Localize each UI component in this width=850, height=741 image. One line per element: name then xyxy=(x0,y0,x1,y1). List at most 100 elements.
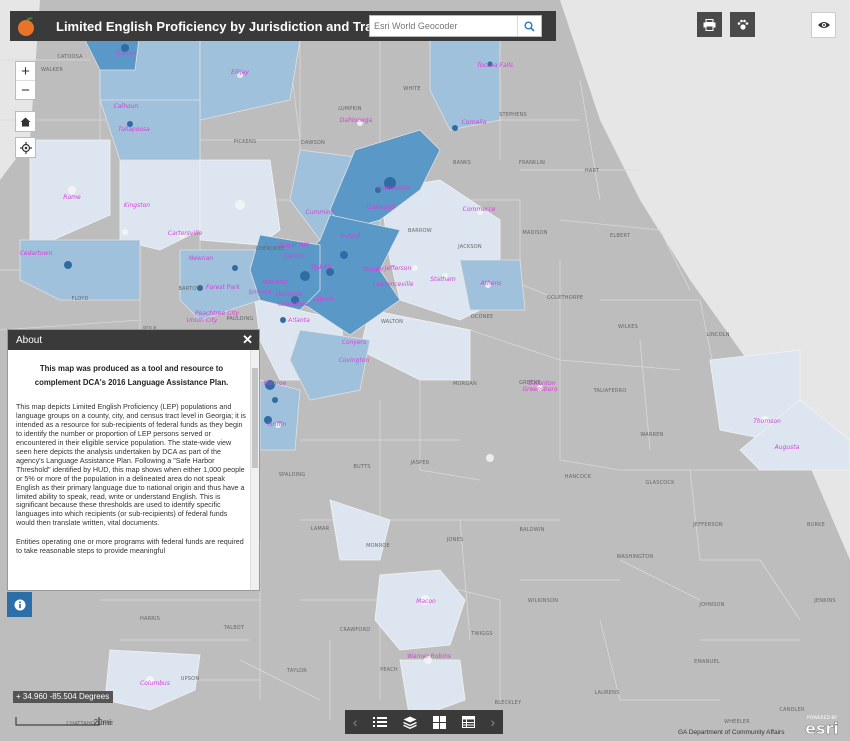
city-label: Marietta xyxy=(262,279,287,286)
county-label: MADISON xyxy=(522,230,547,236)
scale-bar: 20mi xyxy=(15,713,115,727)
county-label: CANDLER xyxy=(779,707,805,713)
app-title: Limited English Proficiency by Jurisdict… xyxy=(56,18,384,34)
city-label: Smyrna xyxy=(248,289,271,296)
county-label: HART xyxy=(585,168,600,174)
paw-icon xyxy=(737,19,748,30)
search-box xyxy=(369,15,542,37)
city-label: Chamblee xyxy=(278,301,309,308)
city-label: Tallapoosa xyxy=(118,126,150,133)
city-label: Columbus xyxy=(140,680,170,687)
county-label: UPSON xyxy=(181,676,200,682)
visibility-toggle-button[interactable] xyxy=(811,12,836,38)
eye-icon xyxy=(817,22,830,28)
county-label: PEACH xyxy=(380,667,398,673)
about-panel-title: About xyxy=(16,334,43,346)
county-label: ELBERT xyxy=(610,233,631,239)
print-button[interactable] xyxy=(697,12,722,37)
city-label: Monroe xyxy=(264,380,287,387)
county-label: WALKER xyxy=(41,67,63,73)
about-scrollbar[interactable] xyxy=(250,350,259,590)
county-label: JASPER xyxy=(410,460,430,466)
city-label: Lawrenceville xyxy=(372,281,413,288)
county-label: BURKE xyxy=(807,522,825,528)
about-panel-body[interactable]: This map was produced as a tool and reso… xyxy=(8,350,251,590)
county-label: WHITE xyxy=(403,86,420,92)
county-label: WILKINSON xyxy=(528,598,558,604)
scrollbar-thumb[interactable] xyxy=(252,368,258,468)
county-label: TALBOT xyxy=(223,625,245,631)
city-label: Gainesville xyxy=(378,185,411,192)
county-label: CATOOSA xyxy=(57,54,83,60)
search-input[interactable] xyxy=(370,16,518,36)
city-label: Jefferson xyxy=(384,265,412,272)
city-label: Rome xyxy=(63,194,81,201)
about-panel: About ✕ This map was produced as a tool … xyxy=(7,329,260,591)
about-heading: This map was produced as a tool and reso… xyxy=(34,364,229,387)
city-label: Doraville xyxy=(276,291,303,298)
city-label: Oakwood xyxy=(367,204,395,211)
search-button[interactable] xyxy=(517,16,541,36)
layers-button[interactable] xyxy=(730,12,755,37)
city-label: Lilburn xyxy=(313,296,334,303)
city-label: Toccoa Falls xyxy=(477,62,513,69)
legend-list-icon[interactable] xyxy=(373,716,388,728)
city-label: Kingston xyxy=(124,202,150,209)
city-label: Conyers xyxy=(342,339,367,346)
city-label: Forest Park xyxy=(206,284,240,291)
locate-button[interactable] xyxy=(15,137,36,158)
county-label: HARRIS xyxy=(140,616,160,622)
county-label: MONROE xyxy=(366,543,390,549)
zoom-in-button[interactable]: + xyxy=(16,62,35,81)
close-icon[interactable]: ✕ xyxy=(242,332,253,347)
county-label: TAYLOR xyxy=(286,668,307,674)
county-label: SPALDING xyxy=(279,472,306,478)
esri-wordmark: esri xyxy=(805,719,839,737)
county-label: BARROW xyxy=(408,228,432,234)
layers-icon[interactable] xyxy=(403,716,417,729)
county-label: CHEROKEE xyxy=(255,246,284,252)
esri-powered-by: POWERED BY xyxy=(807,715,837,721)
city-label: Newnan xyxy=(189,255,214,262)
coordinate-toggle[interactable]: + xyxy=(16,692,21,701)
county-label: WASHINGTON xyxy=(617,554,654,560)
basemap-gallery-icon[interactable] xyxy=(432,715,446,729)
about-paragraph: Entities operating one or more programs … xyxy=(16,537,244,556)
county-label: WALTON xyxy=(381,319,403,325)
county-label: STEPHENS xyxy=(499,112,527,118)
next-button[interactable]: › xyxy=(490,714,496,730)
coordinate-text: 34.960 -85.504 Degrees xyxy=(22,692,110,701)
county-label: OGLETHORPE xyxy=(547,295,583,301)
county-label: DAWSON xyxy=(301,140,325,146)
county-label: JACKSON xyxy=(457,244,482,250)
county-label: JOHNSON xyxy=(698,602,724,608)
city-label: Warner Robins xyxy=(407,653,451,660)
city-label: Greensboro xyxy=(522,386,557,393)
county-label: WILKES xyxy=(618,324,638,330)
county-label: GREENE xyxy=(519,380,541,386)
county-label: BARTOW xyxy=(178,286,201,292)
home-button[interactable] xyxy=(15,111,36,132)
county-label: EMANUEL xyxy=(694,659,720,665)
app-header: Limited English Proficiency by Jurisdict… xyxy=(10,11,556,41)
zoom-out-button[interactable]: − xyxy=(21,82,30,99)
locate-icon xyxy=(19,141,32,154)
county-label: TALIAFERRO xyxy=(593,388,627,394)
city-label: Dalton xyxy=(116,50,136,57)
city-label: Calhoun xyxy=(114,103,139,110)
coordinate-readout[interactable]: + 34.960 -85.504 Degrees xyxy=(13,691,114,703)
city-label: Sugar Hill xyxy=(280,242,309,249)
county-label: PAULDING xyxy=(226,316,253,322)
county-label: LAURENS xyxy=(595,690,620,696)
city-label: Statham xyxy=(430,276,456,283)
scale-label: 20mi xyxy=(93,718,111,727)
about-toggle-button[interactable] xyxy=(7,592,32,617)
county-label: WARREN xyxy=(640,432,663,438)
county-label: LUMPKIN xyxy=(338,106,361,112)
county-label: JONES xyxy=(446,537,463,543)
table-icon[interactable] xyxy=(461,716,475,728)
prev-button[interactable]: ‹ xyxy=(352,714,358,730)
city-label: Atlanta xyxy=(287,317,310,324)
city-label: Cumming xyxy=(306,209,335,216)
